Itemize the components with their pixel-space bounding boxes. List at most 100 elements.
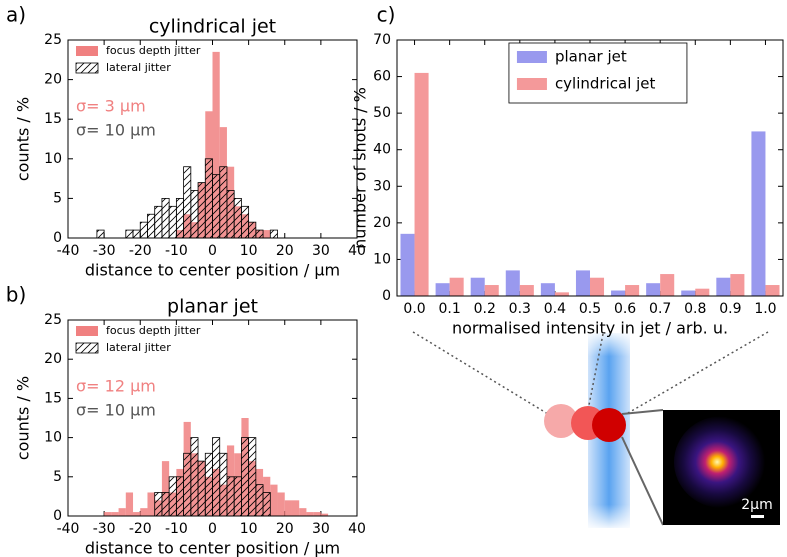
x-axis-label: distance to center position / µm: [85, 261, 340, 280]
y-tick-label: 50: [373, 105, 391, 121]
x-tick-label: 0.0: [403, 301, 425, 317]
x-tick-label: 0.7: [649, 301, 671, 317]
legend-label: planar jet: [555, 48, 627, 66]
histogram-bar: [154, 492, 163, 517]
histogram-bar: [147, 213, 156, 239]
histogram-bar: [255, 229, 264, 239]
bar: [660, 274, 675, 296]
x-tick-label: 0: [208, 243, 217, 259]
legend-swatch: [516, 78, 547, 90]
y-tick-label: 0: [53, 508, 62, 524]
bar: [505, 270, 520, 296]
x-axis-label: normalised intensity in jet / arb. u.: [452, 319, 728, 338]
bar: [695, 288, 710, 296]
plot-frame: [67, 39, 358, 239]
bar: [590, 277, 605, 296]
plot-frame: [396, 39, 784, 297]
legend-swatch: [76, 326, 98, 336]
histogram-bar: [263, 230, 271, 238]
histogram-bar: [233, 197, 242, 239]
y-tick-label: 10: [373, 251, 391, 267]
histogram-bar: [125, 492, 134, 516]
histogram-bar: [204, 158, 213, 239]
histogram-bar: [291, 500, 300, 516]
annotation: σ= 3 µm: [76, 97, 146, 116]
x-tick-label: 0.2: [474, 301, 496, 317]
histogram-bar: [161, 492, 170, 517]
y-tick-label: 20: [373, 215, 391, 231]
bar: [540, 283, 555, 296]
histogram-bar: [161, 197, 170, 239]
histogram-bar: [161, 461, 170, 516]
focus-spot: [592, 408, 626, 442]
y-tick-label: 15: [44, 111, 62, 127]
x-tick-label: 0.5: [579, 301, 601, 317]
histogram-bar: [262, 492, 271, 517]
y-tick-label: 40: [373, 142, 391, 158]
legend-label: focus depth jitter: [106, 44, 201, 57]
y-tick-label: 0: [382, 288, 391, 304]
bar: [625, 285, 640, 296]
histogram-bar: [168, 476, 177, 517]
zoom-line: [621, 409, 664, 526]
histogram-bar: [132, 229, 141, 239]
scale-label: 2µm: [741, 497, 772, 513]
x-tick-label: 20: [276, 521, 294, 537]
x-tick-label: -20: [129, 521, 152, 537]
histogram-bar: [248, 437, 257, 517]
x-tick-label: 0.8: [684, 301, 706, 317]
histogram-bar: [248, 221, 257, 239]
histogram-bar: [96, 229, 105, 239]
legend-label: lateral jitter: [106, 61, 171, 74]
annotation: σ= 12 µm: [76, 377, 156, 396]
histogram-bar: [133, 512, 141, 516]
y-axis-label: counts / %: [14, 97, 33, 181]
histogram-bar: [219, 166, 228, 239]
histogram-bar: [140, 508, 148, 516]
histogram-bar: [204, 452, 213, 517]
histogram-bar: [118, 508, 126, 516]
legend-label: cylindrical jet: [555, 75, 656, 93]
bar: [611, 290, 626, 296]
x-tick-label: 40: [348, 243, 366, 259]
y-tick-label: 5: [53, 469, 62, 485]
bar: [730, 274, 745, 296]
bar: [575, 270, 590, 296]
panel-label: a): [6, 3, 26, 27]
diagram: 2µm: [412, 331, 780, 528]
x-tick-label: -30: [93, 243, 116, 259]
histogram-bar: [168, 205, 177, 239]
y-tick-label: 0: [53, 230, 62, 246]
chart-title: planar jet: [167, 296, 258, 318]
y-tick-label: 25: [44, 32, 62, 48]
x-tick-label: 0.1: [439, 301, 461, 317]
x-tick-label: 0.6: [614, 301, 636, 317]
panel-label: b): [6, 283, 27, 307]
bar: [449, 277, 464, 296]
histogram-bar: [183, 452, 192, 517]
chart-title: cylindrical jet: [149, 16, 276, 38]
x-tick-label: 1.0: [754, 301, 776, 317]
x-tick-label: -20: [129, 243, 152, 259]
y-tick-label: 15: [44, 390, 62, 406]
bar: [646, 283, 661, 296]
bar: [400, 233, 415, 296]
y-tick-label: 20: [44, 351, 62, 367]
bar: [716, 277, 731, 296]
legend-label: focus depth jitter: [106, 324, 201, 337]
histogram-bar: [240, 437, 250, 517]
histogram-bar: [299, 508, 307, 516]
x-tick-label: 10: [240, 521, 258, 537]
x-tick-label: 0.3: [509, 301, 531, 317]
histogram-bar: [277, 492, 285, 516]
legend-swatch: [75, 342, 99, 354]
bar: [751, 131, 766, 296]
bar: [470, 277, 485, 296]
legend-swatch: [516, 51, 547, 63]
x-tick-label: -30: [93, 521, 116, 537]
focus-spot: [544, 404, 578, 438]
x-tick-label: -40: [57, 521, 80, 537]
x-tick-label: 30: [312, 521, 330, 537]
histogram-bar: [183, 166, 192, 239]
